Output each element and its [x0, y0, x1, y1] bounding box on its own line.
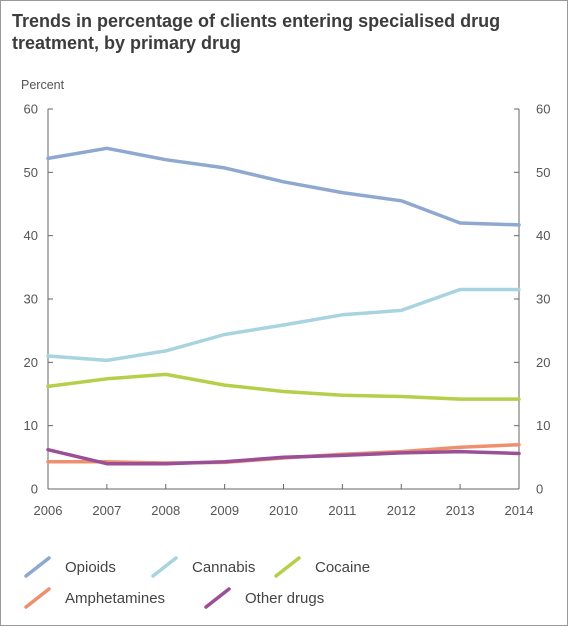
- x-tick-label: 2008: [151, 503, 180, 518]
- y-tick-label-right: 40: [536, 228, 550, 243]
- y-tick-label-left: 10: [24, 418, 38, 433]
- legend-label-other-drugs: Other drugs: [245, 590, 324, 607]
- x-tick-label: 2011: [328, 503, 356, 518]
- x-tick-label: 2013: [446, 503, 475, 518]
- y-tick-label-right: 30: [536, 292, 550, 307]
- legend-label-cannabis: Cannabis: [192, 559, 255, 576]
- x-tick-label: 2012: [387, 503, 416, 518]
- y-tick-label-right: 10: [536, 418, 550, 433]
- x-tick-label: 2009: [210, 503, 239, 518]
- y-tick-label-left: 60: [24, 102, 38, 117]
- series-line-other-drugs: [46, 447, 521, 466]
- legend-swatch-other-drugs: [204, 587, 231, 609]
- y-tick-label-left: 30: [24, 292, 38, 307]
- legend-swatch-cannabis: [151, 556, 178, 578]
- y-tick-label-left: 20: [24, 355, 38, 370]
- x-tick-label: 2010: [269, 503, 298, 518]
- legend-label-opioids: Opioids: [65, 559, 116, 576]
- series-line-opioids: [46, 146, 521, 227]
- y-tick-label-right: 60: [536, 102, 550, 117]
- x-tick-label: 2014: [505, 503, 534, 518]
- y-axis-label: Percent: [21, 78, 65, 92]
- y-tick-label-left: 0: [31, 482, 38, 497]
- series-line-amphetamines: [46, 442, 521, 465]
- legend-swatch-opioids: [24, 556, 51, 578]
- y-tick-label-right: 50: [536, 165, 550, 180]
- legend-label-cocaine: Cocaine: [315, 559, 370, 576]
- y-tick-label-left: 40: [24, 228, 38, 243]
- legend-swatch-cocaine: [274, 556, 301, 578]
- y-tick-label-right: 20: [536, 355, 550, 370]
- series-line-cannabis: [46, 287, 521, 363]
- x-tick-label: 2006: [34, 503, 63, 518]
- chart-title: Trends in percentage of clients entering…: [12, 11, 501, 53]
- legend-swatch-amphetamines: [24, 587, 51, 609]
- series-line-cocaine: [46, 372, 521, 401]
- y-tick-label-left: 50: [24, 165, 38, 180]
- x-tick-label: 2007: [92, 503, 121, 518]
- legend-label-amphetamines: Amphetamines: [65, 590, 165, 607]
- y-tick-label-right: 0: [536, 482, 543, 497]
